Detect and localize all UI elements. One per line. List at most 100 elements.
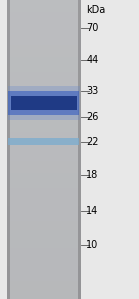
Bar — [78, 230, 81, 233]
Bar — [7, 48, 81, 51]
Bar — [7, 182, 81, 185]
Bar — [78, 75, 81, 78]
Bar — [7, 254, 81, 257]
Bar — [7, 263, 81, 266]
Bar — [7, 215, 10, 218]
Bar — [7, 120, 81, 123]
Text: 26: 26 — [86, 112, 99, 122]
Bar — [7, 42, 81, 45]
Bar — [7, 75, 81, 78]
Bar — [7, 93, 10, 96]
Bar — [7, 48, 10, 51]
Text: 22: 22 — [86, 137, 99, 147]
Bar — [78, 90, 81, 93]
Bar — [78, 138, 81, 141]
Bar — [7, 84, 81, 87]
Bar — [7, 224, 10, 227]
Bar — [78, 132, 81, 135]
Bar — [7, 251, 81, 254]
Bar — [7, 39, 10, 42]
Bar — [7, 182, 10, 185]
Bar — [78, 21, 81, 24]
Bar — [78, 248, 81, 251]
Bar — [7, 173, 10, 176]
Text: 33: 33 — [86, 86, 98, 96]
Bar — [78, 239, 81, 242]
Bar — [7, 9, 10, 12]
Bar — [7, 242, 81, 245]
Bar — [7, 138, 81, 141]
Bar — [7, 96, 10, 99]
Bar — [7, 99, 81, 102]
Bar — [7, 21, 10, 24]
Bar — [7, 158, 81, 161]
Bar — [7, 111, 81, 114]
Bar — [78, 51, 81, 54]
Bar — [7, 161, 81, 164]
Bar — [78, 185, 81, 188]
Bar — [78, 141, 81, 144]
Bar — [78, 290, 81, 293]
Bar — [8, 138, 79, 145]
Bar — [78, 218, 81, 221]
Bar — [78, 105, 81, 108]
Bar — [7, 239, 10, 242]
Bar — [7, 164, 81, 167]
Bar — [7, 155, 81, 158]
Bar — [7, 42, 10, 45]
Bar — [7, 150, 81, 152]
Bar — [78, 191, 81, 194]
Text: 18: 18 — [86, 170, 98, 180]
Bar — [78, 164, 81, 167]
Bar — [78, 293, 81, 296]
Bar — [78, 287, 81, 290]
Bar — [7, 111, 10, 114]
Bar — [7, 257, 10, 260]
Bar — [7, 18, 10, 21]
Bar — [7, 155, 10, 158]
Bar — [7, 60, 81, 63]
Bar — [7, 269, 10, 272]
Bar — [7, 57, 81, 60]
Bar — [78, 84, 81, 87]
Bar — [7, 126, 10, 129]
Bar — [7, 179, 81, 182]
Bar — [78, 257, 81, 260]
Bar — [78, 272, 81, 275]
Bar — [7, 221, 10, 224]
Bar — [78, 179, 81, 182]
Bar — [7, 152, 81, 155]
Bar — [7, 260, 81, 263]
Bar — [78, 206, 81, 209]
Bar — [78, 123, 81, 126]
Bar — [78, 45, 81, 48]
Text: 44: 44 — [86, 55, 98, 65]
Bar — [7, 164, 10, 167]
Bar — [7, 191, 81, 194]
Bar — [7, 281, 81, 284]
Bar — [7, 209, 10, 212]
Bar — [78, 12, 81, 15]
Bar — [78, 200, 81, 203]
Bar — [7, 96, 81, 99]
Bar — [78, 54, 81, 57]
Bar — [7, 185, 81, 188]
Text: kDa: kDa — [86, 4, 105, 15]
Bar — [7, 102, 10, 105]
Bar — [7, 117, 81, 120]
Bar — [7, 63, 81, 66]
Bar — [78, 161, 81, 164]
Bar — [7, 21, 81, 24]
Bar — [7, 275, 10, 278]
Bar — [7, 117, 10, 120]
Bar — [7, 176, 10, 179]
Bar — [7, 3, 81, 6]
Bar — [7, 251, 10, 254]
Bar — [78, 93, 81, 96]
Bar — [7, 179, 10, 182]
Bar — [78, 72, 81, 75]
Bar — [7, 3, 10, 6]
Bar — [78, 120, 81, 123]
Bar — [7, 266, 10, 269]
Bar — [7, 293, 10, 296]
